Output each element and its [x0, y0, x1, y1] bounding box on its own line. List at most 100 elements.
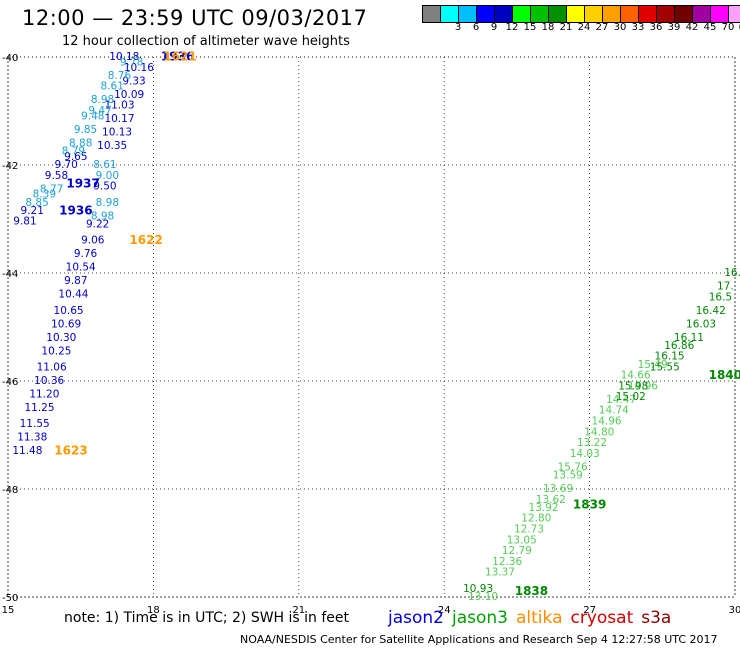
- wave-height-point: 13.59: [553, 470, 583, 482]
- wave-height-point: 8.77: [40, 183, 63, 195]
- colorbar-label: 42: [685, 22, 699, 33]
- wave-height-point: 16.5: [709, 291, 732, 303]
- y-tick-label: -42: [2, 161, 18, 172]
- wave-height-point: 9.78: [120, 56, 143, 68]
- pass-number-label: 1936: [161, 50, 194, 64]
- colorbar-swatch: [531, 6, 549, 22]
- wave-height-point: 13.62: [536, 494, 566, 506]
- wave-height-point: 11.48: [12, 445, 42, 457]
- x-tick-label: 15: [2, 605, 15, 616]
- colorbar-label: 30: [613, 22, 627, 33]
- wave-height-point: 14.96: [592, 416, 622, 428]
- wave-height-point: 10.13: [102, 127, 132, 139]
- wave-height-point: 8.79: [62, 146, 85, 158]
- pass-number-label: 1621: [163, 50, 196, 64]
- colorbar-swatch: [585, 6, 603, 22]
- wave-height-point: 10.16: [124, 62, 154, 74]
- wave-height-point: 11.06: [37, 362, 67, 374]
- wave-height-point: 9.22: [86, 218, 109, 230]
- wave-height-point: 13.10: [468, 591, 498, 603]
- wave-height-point: 17.: [717, 281, 734, 293]
- wave-height-point: 10.44: [58, 289, 88, 301]
- wave-height-point: 8.61: [101, 81, 124, 93]
- wave-height-point: 10.09: [114, 89, 144, 101]
- wave-height-point: 11.55: [20, 418, 50, 430]
- legend: jason2 jason3 altika cryosat s3a: [388, 608, 671, 628]
- colorbar-label: 21: [559, 22, 573, 33]
- wave-height-point: 8.39: [33, 189, 56, 201]
- colorbar-label: 15: [523, 22, 537, 33]
- note-text: note: 1) Time is in UTC; 2) SWH is in fe…: [64, 610, 350, 626]
- colorbar-label: 27: [595, 22, 609, 33]
- wave-height-point: 8.98: [96, 197, 119, 209]
- wave-height-point: 8.98: [91, 210, 114, 222]
- wave-height-point: 13.92: [529, 502, 559, 514]
- colorbar-swatch: [477, 6, 495, 22]
- colorbar-label: 33: [631, 22, 645, 33]
- colorbar-swatch: [603, 6, 621, 22]
- wave-height-point: 15.98: [618, 380, 648, 392]
- legend-entry: jason3: [452, 608, 508, 628]
- colorbar-swatch: [549, 6, 567, 22]
- pass-number-label: 1839: [573, 498, 606, 512]
- wave-height-point: 11.25: [24, 402, 54, 414]
- legend-entry: cryosat: [570, 608, 634, 628]
- wave-height-point: 10.54: [66, 262, 96, 274]
- legend-entry: jason2: [388, 608, 444, 628]
- wave-height-point: 9.81: [13, 216, 36, 228]
- x-tick-label: 30: [729, 605, 740, 616]
- wave-height-point: 11.20: [29, 389, 59, 401]
- page-title: 12:00 — 23:59 UTC 09/03/2017: [22, 6, 368, 30]
- x-tick-label: 27: [583, 605, 596, 616]
- wave-height-point: 9.48: [81, 110, 104, 122]
- legend-entry: s3a: [641, 608, 672, 628]
- colorbar-label: 12: [505, 22, 519, 33]
- wave-height-point: 10.18: [109, 51, 139, 63]
- wave-height-point: 16.: [724, 267, 740, 279]
- colorbar-swatch: [567, 6, 585, 22]
- colorbar-label: 36: [649, 22, 663, 33]
- pass-number-label: 1840: [709, 368, 740, 382]
- x-tick-label: 24: [438, 605, 451, 616]
- wave-height-point: 16.86: [664, 340, 694, 352]
- wave-height-point: 9.06: [81, 235, 105, 247]
- wave-height-point: 16.15: [655, 351, 685, 363]
- colorbar-label: 24: [577, 22, 591, 33]
- wave-height-point: 9.76: [74, 248, 98, 260]
- colorbar-label: 18: [541, 22, 555, 33]
- colorbar-swatch: [693, 6, 711, 22]
- wave-height-point: 11.38: [17, 432, 47, 444]
- colorbar-swatch: [513, 6, 531, 22]
- wave-height-point: 10.25: [41, 345, 71, 357]
- colorbar: [422, 5, 740, 23]
- wave-height-point: 14.47: [606, 394, 636, 406]
- colorbar-label: (ft): [738, 22, 740, 33]
- pass-number-label: 1623: [54, 444, 87, 458]
- colorbar-swatch: [711, 6, 729, 22]
- pass-number-label: 1936: [59, 203, 92, 217]
- wave-height-point: 9.65: [64, 151, 87, 163]
- colorbar-swatch: [621, 6, 639, 22]
- wave-height-point: 12.36: [492, 556, 522, 568]
- wave-height-point: 15.76: [558, 461, 588, 473]
- colorbar-swatch: [441, 6, 459, 22]
- colorbar-label: 39: [667, 22, 681, 33]
- wave-height-point: 13.05: [507, 534, 537, 546]
- colorbar-label: 6: [472, 22, 480, 33]
- wave-height-point: 9.50: [93, 181, 116, 193]
- wave-height-point: 8.98: [91, 94, 114, 106]
- legend-entry: altika: [516, 608, 563, 628]
- wave-height-point: 10.69: [51, 318, 81, 330]
- pass-number-label: 1838: [515, 584, 548, 598]
- colorbar-label: 3: [454, 22, 462, 33]
- wave-height-point: 9.85: [74, 124, 97, 136]
- wave-height-point: 10.65: [54, 305, 84, 317]
- wave-height-point: 8.85: [25, 197, 48, 209]
- colorbar-swatch: [657, 6, 675, 22]
- colorbar-swatch: [423, 6, 441, 22]
- page-subtitle: 12 hour collection of altimeter wave hei…: [62, 34, 350, 49]
- wave-height-point: 11.03: [104, 100, 134, 112]
- colorbar-swatch: [729, 6, 740, 22]
